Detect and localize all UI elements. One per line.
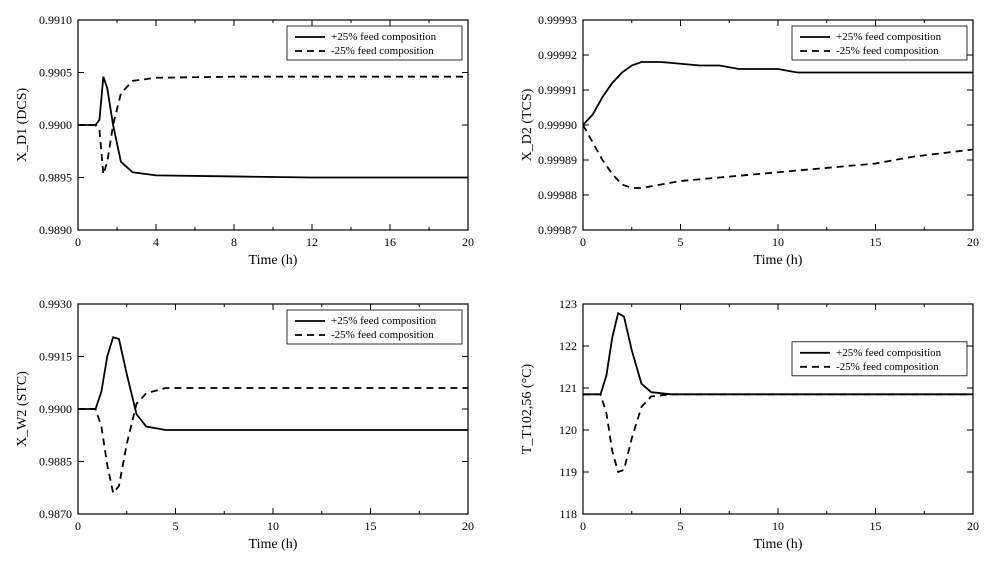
- svg-text:X_D1 (DCS): X_D1 (DCS): [15, 88, 30, 163]
- svg-text:Time (h): Time (h): [249, 537, 298, 552]
- svg-text:10: 10: [772, 235, 784, 249]
- series-plus25: [583, 62, 973, 125]
- svg-text:5: 5: [678, 235, 684, 249]
- legend-dash-label: -25% feed composition: [331, 45, 434, 57]
- svg-text:0.99988: 0.99988: [538, 188, 577, 202]
- panel-br: 0 5 10 15 20 118 119 120 121 122 123 Time (h) T_T102…: [515, 294, 990, 558]
- svg-text:0.9915: 0.9915: [39, 349, 72, 363]
- svg-text:15: 15: [365, 519, 377, 533]
- svg-text:0.9890: 0.9890: [39, 223, 72, 237]
- svg-text:0.99987: 0.99987: [538, 223, 577, 237]
- svg-text:0.9905: 0.9905: [39, 66, 72, 80]
- svg-text:15: 15: [870, 519, 882, 533]
- svg-text:20: 20: [967, 235, 979, 249]
- svg-text:X_D2 (TCS): X_D2 (TCS): [520, 88, 535, 161]
- svg-text:Time (h): Time (h): [754, 253, 803, 268]
- series-minus25: [583, 125, 973, 188]
- svg-text:20: 20: [462, 519, 474, 533]
- legend-dash-label: -25% feed composition: [836, 360, 939, 372]
- series-minus25: [78, 77, 468, 175]
- svg-text:0.99989: 0.99989: [538, 153, 577, 167]
- svg-text:0.9885: 0.9885: [39, 454, 72, 468]
- svg-text:20: 20: [462, 235, 474, 249]
- series-plus25: [78, 337, 468, 430]
- svg-text:0.9870: 0.9870: [39, 507, 72, 521]
- svg-text:5: 5: [678, 519, 684, 533]
- svg-text:10: 10: [772, 519, 784, 533]
- svg-text:118: 118: [559, 507, 577, 521]
- svg-text:10: 10: [267, 519, 279, 533]
- svg-text:0.99992: 0.99992: [538, 48, 577, 62]
- svg-text:0: 0: [75, 235, 81, 249]
- svg-text:119: 119: [559, 465, 577, 479]
- svg-text:20: 20: [967, 519, 979, 533]
- panel-tr: 0 5 10 15 20 0.99987 0.99988 0.99989 0.99990 0.99…: [515, 10, 990, 274]
- panel-tl: 0 4 8 12 16 20 0.9890 0.9895 0.9900 0.9905 0.9910 T…: [10, 10, 485, 274]
- svg-text:0: 0: [580, 235, 586, 249]
- legend-solid-label: +25% feed composition: [331, 315, 437, 327]
- svg-text:4: 4: [153, 235, 159, 249]
- svg-text:0: 0: [580, 519, 586, 533]
- legend-solid-label: +25% feed composition: [836, 31, 942, 43]
- legend-solid-label: +25% feed composition: [331, 31, 437, 43]
- legend-solid-label: +25% feed composition: [836, 346, 942, 358]
- svg-text:121: 121: [559, 381, 577, 395]
- series-plus25: [78, 77, 468, 178]
- svg-text:0.99990: 0.99990: [538, 118, 577, 132]
- svg-text:16: 16: [384, 235, 396, 249]
- svg-text:122: 122: [559, 339, 577, 353]
- svg-text:120: 120: [559, 423, 577, 437]
- series-minus25: [583, 394, 973, 472]
- svg-text:8: 8: [231, 235, 237, 249]
- svg-text:0.9900: 0.9900: [39, 402, 72, 416]
- svg-text:5: 5: [173, 519, 179, 533]
- svg-text:0: 0: [75, 519, 81, 533]
- svg-text:0.9910: 0.9910: [39, 13, 72, 27]
- svg-text:0.9930: 0.9930: [39, 297, 72, 311]
- svg-text:12: 12: [306, 235, 318, 249]
- series-minus25: [78, 388, 468, 493]
- svg-text:0.9900: 0.9900: [39, 118, 72, 132]
- legend-dash-label: -25% feed composition: [836, 45, 939, 57]
- svg-text:0.99993: 0.99993: [538, 13, 577, 27]
- svg-text:0.9895: 0.9895: [39, 171, 72, 185]
- chart-grid: 0 4 8 12 16 20 0.9890 0.9895 0.9900 0.9905 0.9910 T…: [10, 10, 990, 557]
- svg-text:15: 15: [870, 235, 882, 249]
- panel-bl: 0 5 10 15 20 0.9870 0.9885 0.9900 0.9915 0.9930 Ti…: [10, 294, 485, 558]
- svg-text:X_W2 (STC): X_W2 (STC): [15, 370, 30, 446]
- svg-text:123: 123: [559, 297, 577, 311]
- svg-text:0.99991: 0.99991: [538, 83, 577, 97]
- svg-text:Time (h): Time (h): [754, 537, 803, 552]
- svg-text:T_T102,56 (°C): T_T102,56 (°C): [520, 363, 535, 454]
- legend-dash-label: -25% feed composition: [331, 329, 434, 341]
- svg-text:Time (h): Time (h): [249, 253, 298, 268]
